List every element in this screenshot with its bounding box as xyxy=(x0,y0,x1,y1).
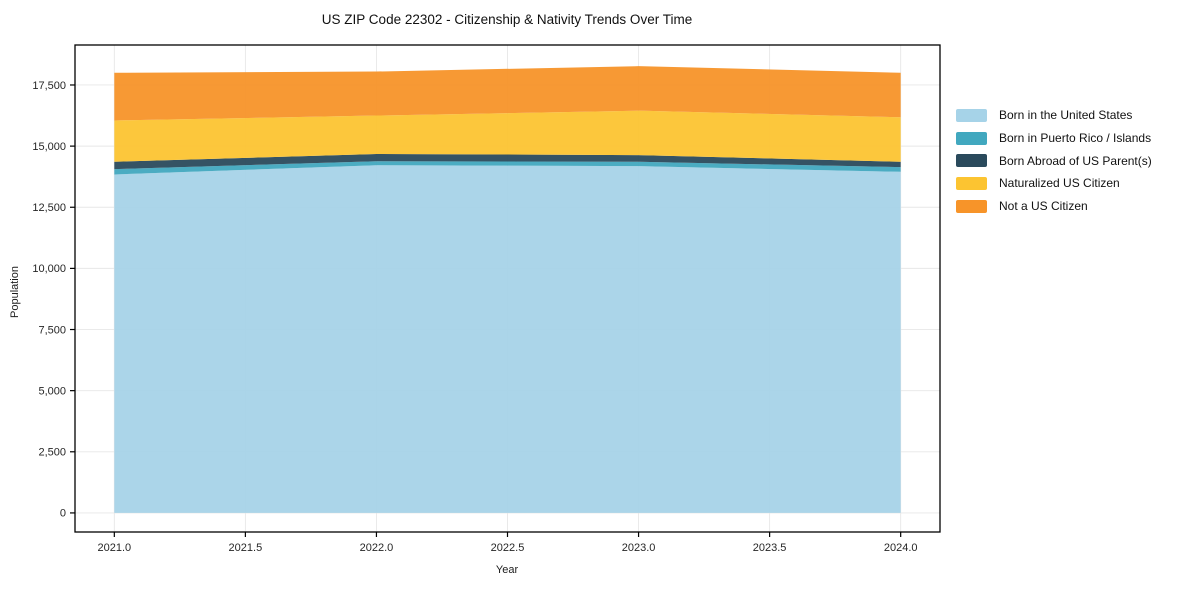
x-tick-label: 2022.5 xyxy=(491,542,525,554)
area-not-a-us-citizen xyxy=(114,66,901,121)
y-tick-label: 17,500 xyxy=(32,80,66,92)
legend-label: Naturalized US Citizen xyxy=(999,176,1120,191)
legend-swatch xyxy=(956,154,987,168)
x-tick-label: 2023.0 xyxy=(622,542,656,554)
legend-label: Not a US Citizen xyxy=(999,199,1088,214)
legend-item: Born in Puerto Rico / Islands xyxy=(956,127,1152,150)
area-born-in-the-united-states xyxy=(114,165,901,513)
legend-swatch xyxy=(956,176,987,190)
x-axis-label: Year xyxy=(496,564,519,576)
legend-label: Born in Puerto Rico / Islands xyxy=(999,131,1152,146)
area-naturalized-us-citizen xyxy=(114,110,901,162)
legend-swatch xyxy=(956,131,987,145)
legend: Born in the United States Born in Puerto … xyxy=(956,104,1152,217)
y-axis-label: Population xyxy=(9,266,21,318)
x-tick-label: 2024.0 xyxy=(884,542,918,554)
legend-item: Not a US Citizen xyxy=(956,195,1152,218)
legend-swatch xyxy=(956,199,987,213)
tick-layer: 0 2,500 5,000 7,500 10,000 12,500 15,000 17,500… xyxy=(32,80,917,554)
y-tick-label: 7,500 xyxy=(38,324,66,336)
x-tick-label: 2023.5 xyxy=(753,542,787,554)
x-tick-label: 2021.5 xyxy=(229,542,263,554)
y-tick-label: 2,500 xyxy=(38,447,66,459)
y-tick-label: 5,000 xyxy=(38,385,66,397)
x-tick-label: 2022.0 xyxy=(360,542,394,554)
area-born-abroad-of-us-parent-s xyxy=(114,153,901,170)
x-tick-label: 2021.0 xyxy=(97,542,131,554)
legend-item: Naturalized US Citizen xyxy=(956,172,1152,195)
chart-title: US ZIP Code 22302 - Citizenship & Nativi… xyxy=(322,12,692,27)
legend-swatch xyxy=(956,108,987,122)
legend-label: Born Abroad of US Parent(s) xyxy=(999,153,1152,168)
y-tick-label: 15,000 xyxy=(32,141,66,153)
area-born-in-puerto-rico-islands xyxy=(114,161,901,175)
legend-item: Born in the United States xyxy=(956,104,1152,127)
legend-item: Born Abroad of US Parent(s) xyxy=(956,149,1152,172)
area-layer xyxy=(114,66,901,513)
y-tick-label: 10,000 xyxy=(32,263,66,275)
y-tick-label: 0 xyxy=(60,508,66,520)
legend-label: Born in the United States xyxy=(999,108,1133,123)
y-tick-label: 12,500 xyxy=(32,202,66,214)
